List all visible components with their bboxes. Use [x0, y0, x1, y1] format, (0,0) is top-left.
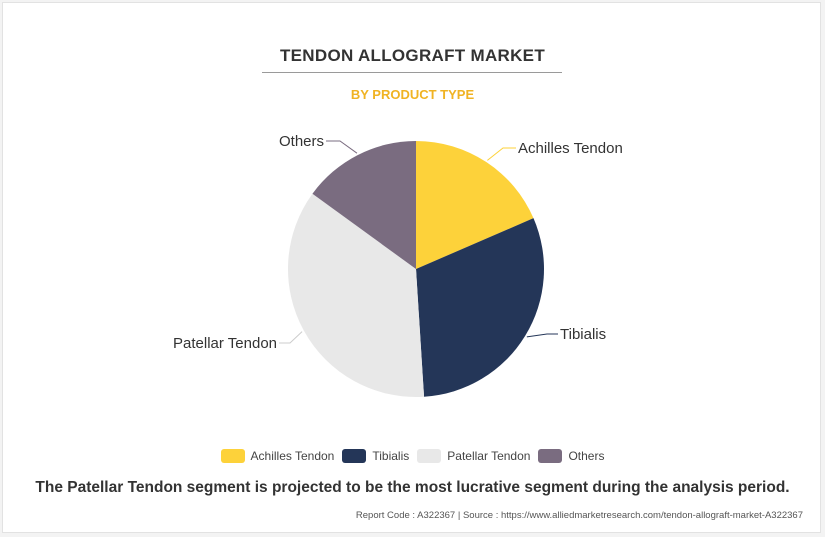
legend-label-patellar-tendon: Patellar Tendon	[447, 449, 531, 463]
leader-line-tibialis	[526, 333, 558, 338]
legend-swatch-others	[538, 449, 563, 463]
headline-text: The Patellar Tendon segment is projected…	[35, 479, 790, 496]
pie-slice-patellar-tendon	[288, 193, 425, 398]
slice-label-others: Others	[279, 133, 324, 150]
legend-label-achilles-tendon: Achilles Tendon	[250, 449, 335, 463]
legend-item-patellar-tendon: Patellar Tendon	[417, 449, 530, 463]
legend-swatch-achilles-tendon	[220, 449, 245, 463]
legend-item-achilles-tendon: Achilles Tendon	[220, 449, 335, 463]
slice-label-achilles-tendon: Achilles Tendon	[518, 140, 623, 157]
slice-label-patellar-tendon: Patellar Tendon	[173, 335, 277, 352]
legend-item-others: Others	[538, 449, 604, 463]
chart-title: TENDON ALLOGRAFT MARKET	[279, 46, 546, 65]
legend-label-tibialis: Tibialis	[372, 449, 410, 463]
leader-line-patellar-tendon	[279, 331, 303, 344]
pie-chart: Achilles Tendon Tibialis Patellar Tendon Ot…	[173, 133, 623, 398]
legend-label-others: Others	[568, 449, 605, 463]
chart-subtitle: BY PRODUCT TYPE	[350, 87, 475, 102]
legend-item-tibialis: Tibialis	[342, 449, 409, 463]
source-text: Report Code : A322367 | Source : https:/…	[355, 510, 803, 521]
legend-swatch-patellar-tendon	[417, 449, 442, 463]
legend-swatch-tibialis	[342, 449, 367, 463]
title-divider	[262, 72, 562, 73]
slice-label-tibialis: Tibialis	[560, 326, 606, 343]
leader-line-achilles-tendon	[487, 147, 516, 161]
pie-slice-others	[312, 141, 416, 269]
pie-slice-achilles-tendon	[416, 141, 534, 269]
leader-line-others	[326, 140, 358, 154]
chart-legend: Achilles Tendon Tibialis Patellar Tendon…	[0, 449, 825, 463]
pie-slice-tibialis	[416, 218, 544, 397]
